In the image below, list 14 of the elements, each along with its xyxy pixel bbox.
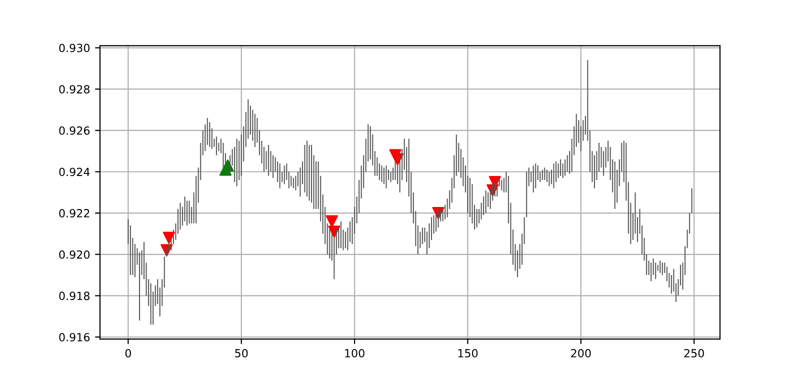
x-tick-label: 250 bbox=[684, 349, 704, 358]
y-tick-label: 0.928 bbox=[59, 85, 90, 94]
x-tick-label: 200 bbox=[571, 349, 591, 358]
x-tick-label: 150 bbox=[458, 349, 478, 358]
x-tick-label: 0 bbox=[125, 349, 131, 358]
y-tick-label: 0.916 bbox=[59, 333, 90, 342]
y-tick-label: 0.922 bbox=[59, 209, 90, 218]
y-tick-label: 0.924 bbox=[59, 168, 90, 176]
y-tick-label: 0.930 bbox=[59, 44, 90, 52]
y-tick-label: 0.926 bbox=[59, 126, 90, 135]
y-tick-label: 0.918 bbox=[59, 292, 90, 300]
x-tick-label: 100 bbox=[345, 349, 364, 358]
y-tick-label: 0.920 bbox=[59, 250, 90, 259]
x-tick-label: 50 bbox=[235, 349, 248, 358]
